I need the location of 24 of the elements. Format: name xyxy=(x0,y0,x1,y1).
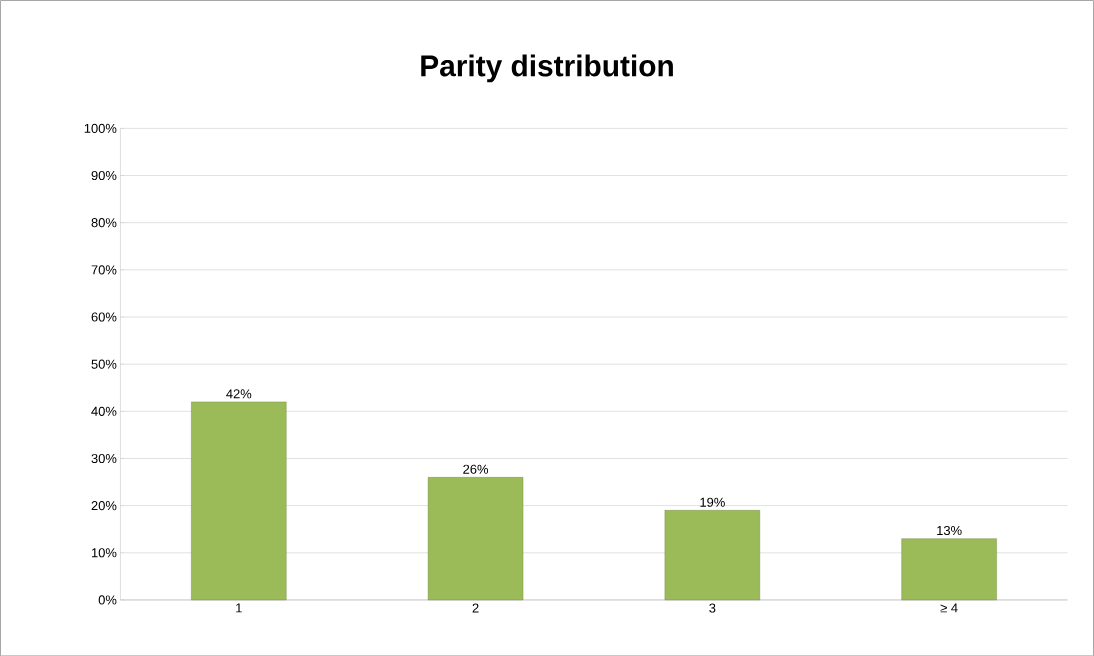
x-tick-label: 1 xyxy=(236,603,242,613)
x-tick-label: 2 xyxy=(472,603,479,613)
y-tick-label: 20% xyxy=(91,500,117,511)
bar xyxy=(191,401,287,600)
y-tick-label: 70% xyxy=(91,265,117,275)
y-tick-label: 40% xyxy=(91,406,117,416)
bar xyxy=(427,476,524,600)
y-tick-label: 30% xyxy=(91,453,117,463)
data-label: 26% xyxy=(463,464,489,474)
y-tick-label: 60% xyxy=(91,312,117,322)
data-label: 42% xyxy=(226,389,252,399)
y-tick-label: 100% xyxy=(84,123,117,133)
x-tick-label: ≥ 4 xyxy=(940,603,958,613)
bar xyxy=(664,509,761,600)
y-tick-label: 50% xyxy=(91,359,117,369)
y-tick-label: 80% xyxy=(91,217,117,228)
y-tick-label: 90% xyxy=(91,170,117,180)
data-label: 19% xyxy=(700,497,725,507)
chart-title: Parity distribution xyxy=(421,54,673,83)
bar xyxy=(901,538,997,600)
data-label: 13% xyxy=(937,525,962,535)
y-tick-label: 0% xyxy=(98,595,117,605)
x-tick-label: 3 xyxy=(709,603,716,613)
y-tick-label: 10% xyxy=(91,548,117,558)
